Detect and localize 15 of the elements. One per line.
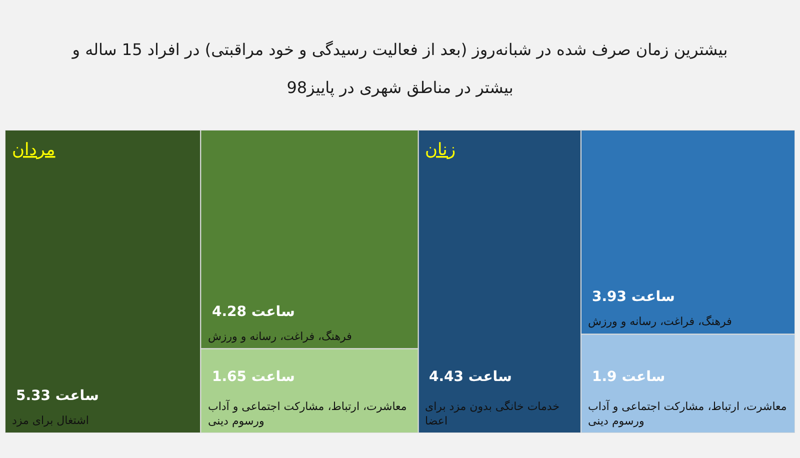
category-label: معاشرت، ارتباط، مشارکت اجتماعی و آداب ورسوم دینی [208, 399, 407, 428]
data-label: 4.43 ساعت [429, 369, 512, 385]
category-label: خدمات خانگی بدون مزد برای اعضا [425, 400, 560, 428]
category-label: فرهنگ، فراغت، رسانه و ورزش [588, 315, 732, 328]
category-label: معاشرت، ارتباط، مشارکت اجتماعی و آداب ورسوم دینی [588, 400, 787, 428]
data-label: 4.28 ساعت [212, 304, 295, 320]
series-label: زنان [425, 140, 456, 160]
data-label: 1.65 ساعت [212, 369, 295, 385]
text: بیشترین زمان صرف شده در شبانه‌روز (بعد از فعالیت رسیدگی و خود مراقبتی) در افراد 15 ساله و بیشتر در مناطق شهری در پاییز98 [70, 39, 729, 99]
data-label: 3.93 ساعت [592, 289, 675, 305]
data-label: 1.9 ساعت [592, 369, 666, 385]
data-label: 5.33 ساعت [16, 388, 99, 404]
category-label: اشتغال برای مزد [12, 414, 89, 427]
series-label: مردان [12, 140, 56, 160]
category-label: فرهنگ، فراغت، رسانه و ورزش [208, 330, 352, 343]
